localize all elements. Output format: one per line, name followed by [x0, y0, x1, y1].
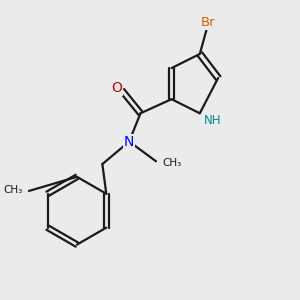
Text: NH: NH [204, 114, 221, 127]
Text: Br: Br [201, 16, 216, 29]
Text: N: N [124, 134, 134, 148]
Text: O: O [112, 81, 122, 95]
Text: CH₃: CH₃ [162, 158, 182, 168]
Text: CH₃: CH₃ [4, 184, 23, 194]
